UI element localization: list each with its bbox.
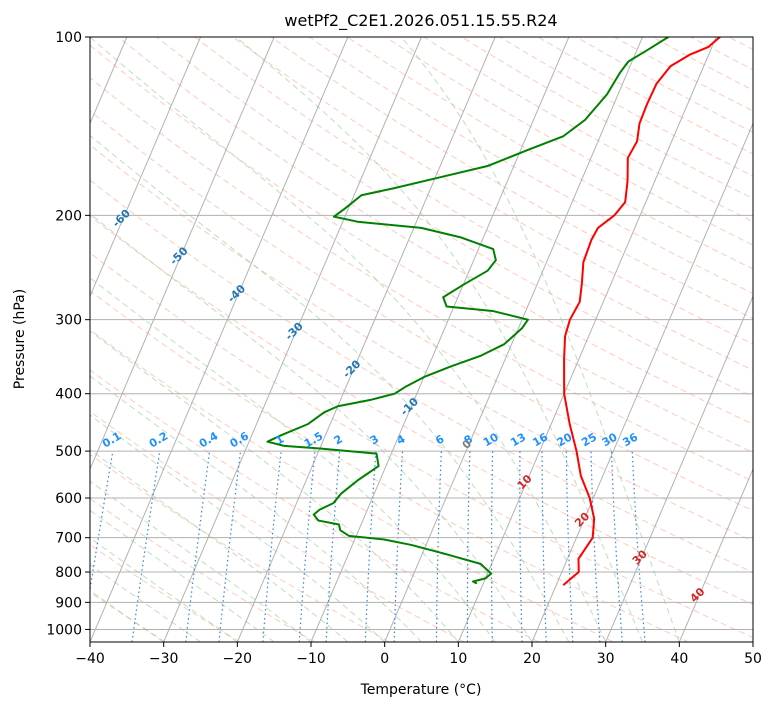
x-tick-label: 30 (597, 651, 615, 667)
background-lines (90, 37, 775, 642)
dry-adiabat (90, 252, 753, 639)
mixing-ratio-line (435, 451, 442, 642)
dry-adiabat (232, 37, 753, 345)
mixing-ratio-line (393, 451, 404, 642)
y-tick-label: 1000 (46, 622, 82, 638)
mixing-ratio-line (364, 451, 377, 642)
y-tick-label: 700 (55, 531, 82, 547)
moist-adiabat (400, 37, 680, 642)
x-tick-label: 10 (449, 651, 467, 667)
dry-adiabat (156, 37, 753, 398)
dry-adiabat (90, 410, 465, 642)
moist-adiabat (90, 330, 459, 642)
mixing-ratio-line (565, 451, 574, 642)
dry-adiabat (90, 369, 540, 642)
mixing-ratio-line (466, 451, 471, 642)
series-layer (266, 37, 721, 586)
x-axis-title: Temperature (°C) (360, 682, 482, 698)
dewpoint-line (266, 37, 670, 585)
moist-adiabat (90, 134, 570, 642)
x-tick-label: 20 (523, 651, 541, 667)
y-tick-label: 800 (55, 565, 82, 581)
mixing-ratio-line (541, 451, 547, 642)
mixing-ratio-line (298, 451, 316, 642)
x-tick-label: 50 (744, 651, 762, 667)
isotherm (457, 37, 717, 642)
mixing-ratio-line (490, 451, 494, 642)
mixing-ratio-line (590, 451, 601, 642)
moist-adiabat (90, 589, 164, 642)
moist-adiabat (90, 563, 201, 642)
x-tick-label: −30 (149, 651, 179, 667)
mixing-ratio-line (610, 451, 623, 642)
mixing-ratio-line (131, 451, 161, 642)
mixing-ratio-line (325, 451, 341, 642)
x-tick-label: −20 (223, 651, 253, 667)
temperature-line (562, 37, 721, 586)
mixing-ratio-line (631, 451, 646, 642)
moist-adiabat (90, 37, 607, 642)
dry-adiabat (90, 498, 315, 642)
y-tick-label: 300 (55, 313, 82, 329)
isotherm (678, 467, 753, 642)
moist-adiabat (90, 375, 422, 642)
isotherm (90, 37, 275, 471)
y-axis-title: Pressure (hPa) (12, 289, 28, 389)
y-tick-label: 400 (55, 387, 82, 403)
dry-adiabat (118, 37, 753, 425)
x-tick-label: −40 (75, 651, 105, 667)
moist-adiabat (90, 213, 533, 642)
chart-title: wetPf2_C2E1.2026.051.15.55.R24 (284, 11, 557, 31)
dry-adiabat (767, 37, 775, 642)
y-tick-label: 500 (55, 444, 82, 460)
y-axis: 100 200 300 400 500 600 700 800 900 1000 (46, 30, 90, 638)
moist-adiabat (90, 277, 496, 642)
pressure-grid (90, 37, 753, 630)
moist-adiabat (90, 414, 386, 642)
dry-adiabat (194, 37, 753, 371)
mixing-ratio-line (262, 451, 282, 642)
mixing-ratio-line (185, 451, 211, 642)
plot-background (90, 37, 753, 642)
isotherm (384, 37, 643, 642)
x-axis: −40 −30 −20 −10 0 10 20 30 40 50 (75, 642, 762, 667)
dry-adiabat (90, 44, 753, 453)
mixing-ratio-line (218, 451, 242, 642)
y-tick-label: 600 (55, 491, 82, 507)
dry-adiabat (90, 329, 614, 642)
dry-adiabat (90, 290, 689, 642)
isotherm (531, 122, 753, 642)
isotherm (90, 37, 201, 298)
x-tick-label: 0 (380, 651, 389, 667)
x-tick-label: −10 (296, 651, 326, 667)
isotherm (752, 640, 753, 642)
isotherm-label: -70 (52, 169, 75, 192)
y-tick-label: 900 (55, 595, 82, 611)
isotherm-label: -80 (0, 131, 18, 154)
isotherm (310, 37, 570, 642)
isotherm (163, 37, 422, 642)
y-tick-label: 100 (55, 30, 82, 46)
isotherm (605, 295, 753, 642)
y-tick-label: 200 (55, 208, 82, 224)
dry-adiabat (90, 215, 753, 606)
mixing-ratio-line (519, 451, 523, 642)
plot-frame (89, 36, 754, 643)
isotherm (236, 37, 496, 642)
x-tick-label: 40 (670, 651, 688, 667)
isotherm (90, 37, 349, 642)
